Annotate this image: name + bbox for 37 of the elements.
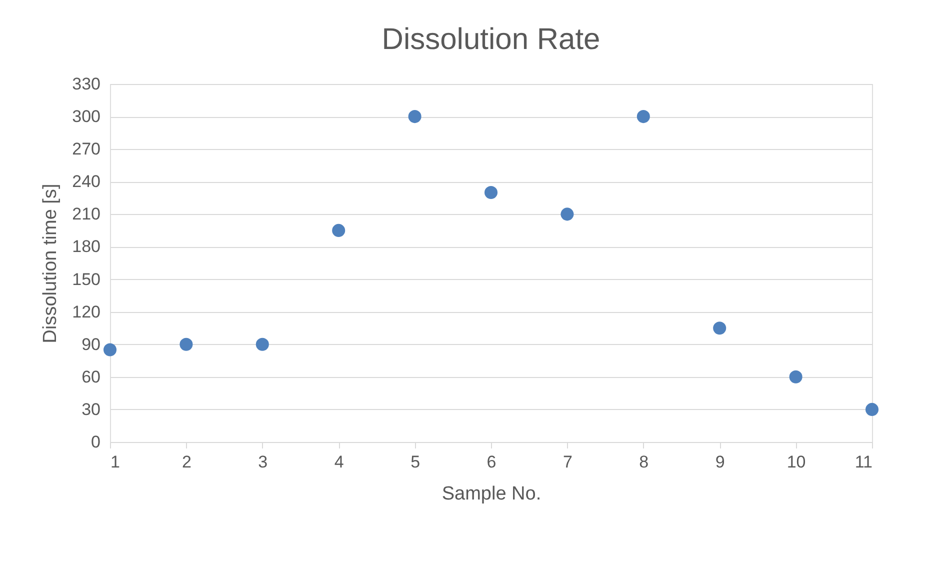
- y-tick-label: 60: [82, 367, 100, 386]
- chart-title: Dissolution Rate: [382, 23, 600, 56]
- point: [789, 370, 802, 384]
- point: [256, 338, 269, 351]
- point: [865, 402, 879, 416]
- point: [636, 110, 650, 124]
- x-tick-label: 4: [334, 452, 344, 472]
- y-tick-label: 270: [72, 140, 100, 159]
- x-tick-label: 6: [486, 452, 496, 472]
- point: [180, 338, 193, 351]
- y-tick-label: 0: [91, 432, 100, 452]
- x-tick-label: 8: [639, 452, 649, 472]
- y-tick-label: 150: [72, 270, 100, 289]
- point: [408, 110, 422, 124]
- x-tick-label: 11: [854, 452, 872, 472]
- x-tick-label: 10: [786, 452, 806, 472]
- x-tick-label: 9: [715, 452, 725, 472]
- y-tick-label: 240: [72, 172, 100, 192]
- x-tick-label: 1: [110, 452, 120, 472]
- y-tick-label: 90: [82, 334, 100, 354]
- y-tick-label: 180: [72, 237, 100, 256]
- x-tick-label: 7: [562, 452, 572, 472]
- point: [103, 343, 117, 356]
- point: [332, 224, 346, 237]
- point: [560, 208, 574, 221]
- point: [713, 322, 726, 335]
- y-tick-label: 120: [72, 302, 100, 322]
- x-tick-label: 3: [258, 452, 268, 472]
- y-tick-label: 330: [72, 74, 100, 94]
- x-tick-label: 5: [410, 452, 420, 472]
- point: [484, 186, 498, 199]
- y-tick-label: 300: [72, 107, 100, 126]
- x-axis-title: Sample No.: [442, 484, 542, 504]
- y-tick-label: 30: [82, 400, 100, 419]
- y-axis-title: Dissolution time [s]: [40, 184, 62, 344]
- y-tick-label: 210: [72, 204, 100, 224]
- x-tick-label: 2: [182, 452, 192, 472]
